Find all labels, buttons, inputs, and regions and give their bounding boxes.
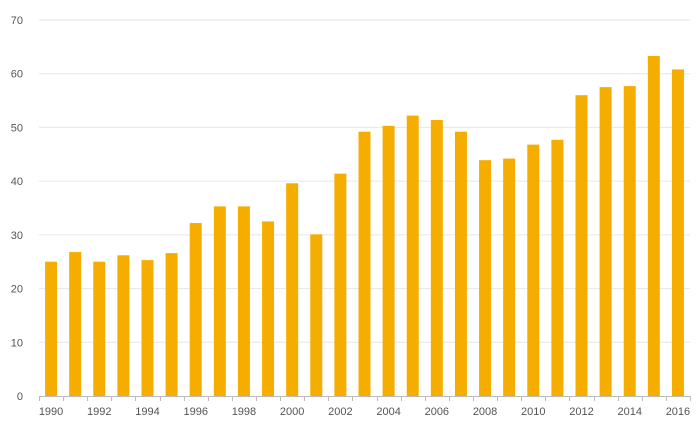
bar-2009 xyxy=(503,158,516,396)
x-tick-label: 2004 xyxy=(376,406,400,418)
x-tick-label: 1998 xyxy=(232,406,256,418)
bar-1991 xyxy=(69,252,82,396)
y-tick-label: 40 xyxy=(11,176,23,188)
bar-2008 xyxy=(479,160,492,396)
bar-1997 xyxy=(213,206,226,396)
x-tick-label: 2006 xyxy=(425,406,449,418)
x-tick-label: 1992 xyxy=(87,406,111,418)
y-tick-label: 50 xyxy=(11,122,23,134)
bar-2011 xyxy=(551,139,564,396)
bar-2002 xyxy=(334,173,347,396)
x-tick-label: 1990 xyxy=(39,406,63,418)
x-tick-label: 2016 xyxy=(666,406,690,418)
x-tick-label: 2002 xyxy=(328,406,352,418)
y-tick-label: 10 xyxy=(11,337,23,349)
bar-1995 xyxy=(165,253,178,396)
y-tick-label: 30 xyxy=(11,230,23,242)
x-tick-label: 1996 xyxy=(183,406,207,418)
bar-2000 xyxy=(286,183,299,396)
bar-1992 xyxy=(93,261,106,396)
bar-2015 xyxy=(647,55,660,397)
y-tick-label: 20 xyxy=(11,284,23,296)
bar-2005 xyxy=(406,115,419,397)
x-tick-label: 2010 xyxy=(521,406,545,418)
bar-1990 xyxy=(45,261,58,396)
bars xyxy=(45,55,684,397)
y-tick-label: 60 xyxy=(11,69,23,81)
bar-2013 xyxy=(599,87,612,396)
bar-2016 xyxy=(671,69,684,397)
x-tick-label: 1994 xyxy=(135,406,159,418)
bar-2010 xyxy=(527,144,540,396)
bar-2007 xyxy=(454,131,467,397)
bar-1998 xyxy=(237,206,250,396)
bar-1993 xyxy=(117,255,130,396)
bar-2001 xyxy=(310,234,323,396)
bar-2012 xyxy=(575,95,588,396)
bar-2004 xyxy=(382,125,395,396)
bar-1996 xyxy=(189,223,202,396)
y-axis-ticks: 0 10 20 30 40 50 60 70 xyxy=(11,15,23,403)
y-tick-label: 0 xyxy=(17,391,23,403)
y-tick-label: 70 xyxy=(11,15,23,27)
x-tick-label: 2008 xyxy=(473,406,497,418)
bar-1994 xyxy=(141,260,154,396)
bar-2003 xyxy=(358,131,371,397)
bar-2006 xyxy=(430,119,443,396)
x-tick-label: 2014 xyxy=(617,406,641,418)
bar-2014 xyxy=(623,86,636,396)
x-axis: 1990 1992 1994 1996 1998 2000 2002 2004 2006 2008… xyxy=(39,396,691,418)
x-tick-label: 2000 xyxy=(280,406,304,418)
x-tick-label: 2012 xyxy=(569,406,593,418)
bar-1999 xyxy=(262,221,275,396)
